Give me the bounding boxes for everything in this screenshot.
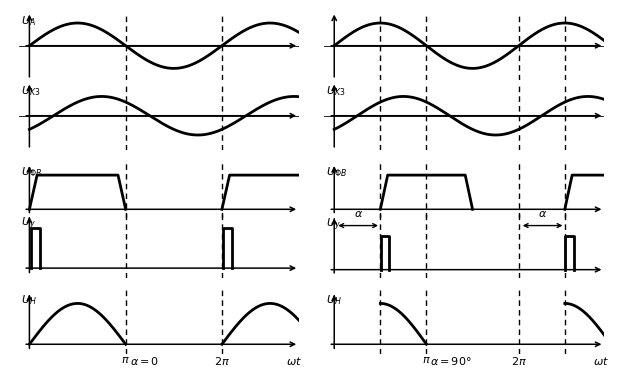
Text: $\pi$: $\pi$ [422, 355, 431, 365]
Text: $U_y$: $U_y$ [21, 216, 36, 232]
Text: $\pi$: $\pi$ [121, 355, 130, 365]
Text: $\alpha$: $\alpha$ [538, 209, 547, 219]
Text: $\alpha=0$: $\alpha=0$ [130, 355, 159, 367]
Text: $U_H$: $U_H$ [326, 294, 342, 307]
Text: $\omega t$: $\omega t$ [287, 355, 302, 367]
Text: $U_{K3}$: $U_{K3}$ [326, 84, 346, 98]
Text: $2\pi$: $2\pi$ [511, 355, 526, 367]
Text: $2\pi$: $2\pi$ [214, 355, 230, 367]
Text: $\alpha=90°$: $\alpha=90°$ [430, 355, 472, 367]
Text: $U_H$: $U_H$ [21, 294, 37, 307]
Text: $U_{\Phi B}$: $U_{\Phi B}$ [326, 165, 347, 179]
Text: $\omega t$: $\omega t$ [593, 355, 609, 367]
Text: $U_A$: $U_A$ [21, 14, 36, 28]
Text: $U_{\Phi B}$: $U_{\Phi B}$ [21, 165, 42, 179]
Text: $U_y$: $U_y$ [326, 217, 341, 233]
Text: $U_{K3}$: $U_{K3}$ [21, 84, 40, 98]
Text: $\alpha$: $\alpha$ [354, 209, 363, 219]
